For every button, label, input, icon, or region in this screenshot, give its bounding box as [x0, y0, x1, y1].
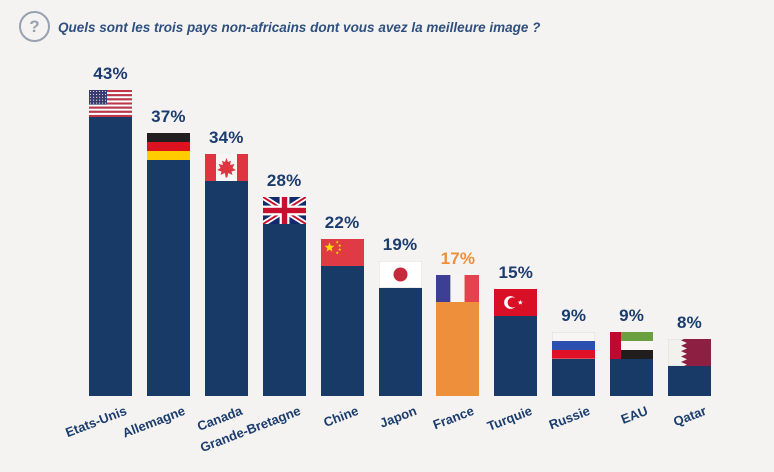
bar-turquie: [494, 289, 538, 396]
survey-question-title: Quels sont les trois pays non-africains …: [58, 20, 541, 35]
value-label-uk: 28%: [266, 170, 302, 190]
category-label-turkey: Turquie: [485, 403, 535, 434]
category-label-uae: EAU: [618, 403, 650, 427]
value-label-france: 17%: [440, 249, 476, 268]
value-label-japan: 19%: [382, 234, 418, 254]
value-label-germany: 37%: [151, 106, 186, 126]
bar-eau: [610, 331, 654, 396]
category-label-japan: Japon: [377, 403, 419, 431]
question-mark-glyph: ?: [29, 16, 40, 36]
value-label-usa: 43%: [93, 63, 128, 83]
value-label-china: 22%: [324, 213, 360, 233]
bar-allemagne: [146, 132, 190, 396]
category-label-qatar: Qatar: [670, 403, 708, 430]
value-label-qatar: 8%: [677, 313, 702, 332]
category-label-china: Chine: [321, 403, 361, 430]
category-label-russia: Russie: [546, 403, 593, 433]
bar-chine: [320, 239, 364, 396]
category-label-usa: Etats-Unis: [63, 403, 129, 441]
russia-flag-icon: [552, 331, 596, 359]
category-label-france: France: [431, 403, 477, 433]
bar-grande-bretagne: [262, 196, 306, 396]
question-mark-icon: ?: [19, 11, 50, 42]
bar-canada: [204, 153, 248, 396]
china-flag-icon: [320, 239, 364, 267]
bar-france: [436, 275, 480, 396]
bar-russie: [552, 331, 596, 396]
uk-flag-icon: [262, 196, 306, 224]
bar-etats-unis: [89, 89, 132, 396]
france-flag-icon: [436, 275, 480, 302]
value-label-turkey: 15%: [498, 263, 534, 283]
turkey-flag-icon: [494, 289, 538, 317]
usa-flag-icon: [89, 89, 132, 117]
bar-japon: [378, 260, 422, 396]
value-label-uae: 9%: [619, 305, 645, 325]
japan-flag-icon: [378, 260, 422, 288]
canada-flag-icon: [204, 153, 248, 181]
category-label-germany: Allemagne: [120, 403, 187, 441]
bar-qatar: [668, 339, 711, 396]
uae-flag-icon: [610, 331, 654, 359]
value-label-russia: 9%: [561, 305, 587, 325]
value-label-canada: 34%: [208, 127, 244, 147]
germany-flag-icon: [146, 132, 190, 160]
qatar-flag-icon: [668, 339, 711, 366]
category-label-uk: Grande-Bretagne: [198, 403, 303, 456]
